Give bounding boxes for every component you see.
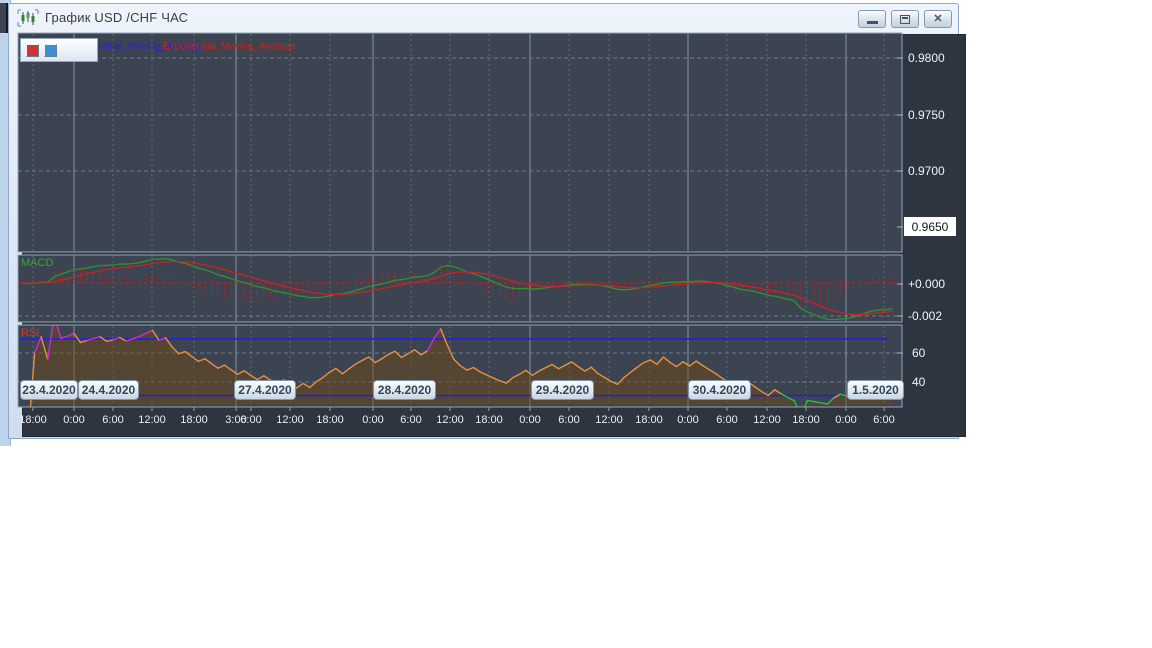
window-titlebar[interactable]: График USD /CHF ЧАС ✕ (9, 4, 958, 31)
rsi-axis-label: 40 (912, 375, 926, 389)
date-label-box: 29.4.2020 (531, 380, 594, 400)
maximize-button[interactable] (891, 10, 919, 28)
price-axis-label: 0.9750 (908, 108, 945, 122)
time-axis-label: 6:00 (873, 414, 895, 426)
time-axis-label: 12:00 (595, 414, 623, 426)
time-axis-label: 0:00 (677, 414, 699, 426)
time-axis-label: 3:00 (225, 414, 247, 426)
time-axis-label: 6:00 (558, 414, 580, 426)
time-axis-label: 6:00 (400, 414, 422, 426)
time-axis-label: 0:00 (362, 414, 384, 426)
time-axis-label: 0:00 (835, 414, 857, 426)
time-axis-label: 12:00 (436, 414, 464, 426)
price-axis-label: 0.9700 (908, 164, 945, 178)
red-swatch-button[interactable] (26, 43, 39, 57)
time-axis-label: 12:00 (276, 414, 304, 426)
date-label-box: 24.4.2020 (78, 380, 139, 400)
macd-panel-label: MACD (21, 257, 54, 269)
macd-panel (18, 255, 902, 322)
time-axis-label: 12:00 (753, 414, 781, 426)
minimize-button[interactable] (858, 10, 886, 28)
time-axis-label: 18:00 (635, 414, 663, 426)
macd-series (18, 257, 902, 321)
time-axis-label: 18:00 (19, 414, 47, 426)
maximize-icon (900, 14, 910, 24)
time-axis-label: 0:00 (519, 414, 541, 426)
blue-swatch-button[interactable] (44, 43, 57, 57)
indicator-legend-box (20, 38, 98, 62)
time-axis-label: 6:00 (240, 414, 262, 426)
ema-slow-label: Exponential_Moving_Average (163, 41, 296, 52)
candlestick-chart-icon (17, 8, 39, 27)
time-axis-label: 12:00 (138, 414, 166, 426)
ema-fast-label: Exponential_Moving_Average (70, 41, 203, 52)
window-controls: ✕ (858, 10, 952, 28)
date-label-box: 27.4.2020 (234, 380, 296, 400)
time-axis-label: 6:00 (102, 414, 124, 426)
date-label-box: 23.4.2020 (20, 380, 78, 400)
time-axis-label: 6:00 (716, 414, 738, 426)
time-axis-label: 18:00 (316, 414, 344, 426)
time-axis-label: 18:00 (180, 414, 208, 426)
minimize-icon (866, 21, 878, 24)
close-icon: ✕ (933, 12, 943, 25)
price-chart-svg[interactable] (13, 30, 959, 433)
macd-axis-label: +0.000 (908, 277, 946, 291)
rsi-panel-label: RSI (21, 327, 40, 339)
price-axis-label: 0.9800 (908, 51, 945, 65)
macd-axis-label: -0.002 (908, 309, 943, 323)
window-title: График USD /CHF ЧАС (45, 10, 189, 25)
time-axis-label: 0:00 (63, 414, 85, 426)
date-label-box: 1.5.2020 (847, 380, 904, 400)
date-label-box: 28.4.2020 (373, 380, 436, 400)
rsi-axis-label: 60 (912, 346, 926, 360)
main-panel (18, 33, 902, 252)
date-label-box: 30.4.2020 (688, 380, 751, 400)
close-button[interactable]: ✕ (924, 10, 952, 28)
current-price-badge: 0.9650 (904, 217, 956, 236)
time-axis-label: 18:00 (475, 414, 503, 426)
docked-panel-edge (0, 3, 8, 33)
time-axis-label: 18:00 (792, 414, 820, 426)
